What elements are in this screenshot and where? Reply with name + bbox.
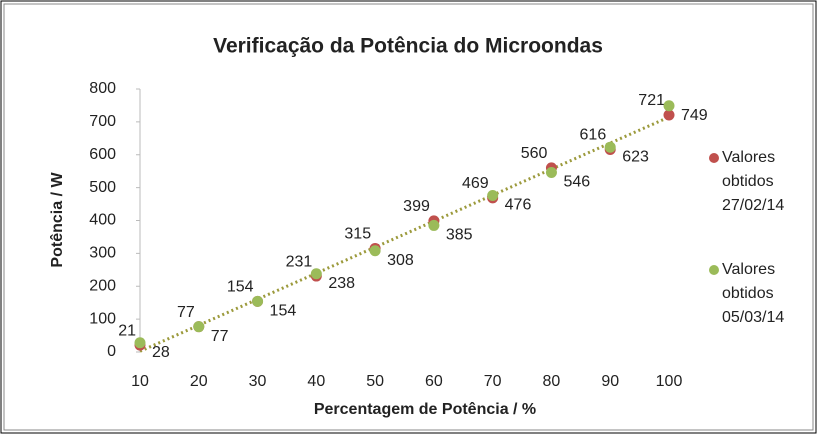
point (134, 337, 146, 349)
x-tick-label: 40 (307, 373, 325, 390)
data-label: 399 (403, 198, 430, 215)
data-label: 77 (211, 328, 229, 345)
data-label: 21 (118, 322, 136, 339)
point (369, 245, 381, 257)
data-label: 77 (177, 304, 195, 321)
data-label: 154 (270, 303, 297, 320)
point (604, 141, 616, 153)
y-tick-label: 200 (89, 277, 116, 294)
data-label: 231 (286, 253, 313, 270)
x-tick-label: 90 (601, 373, 619, 390)
point (252, 295, 264, 307)
x-tick-label: 30 (249, 373, 267, 390)
x-tick-label: 70 (484, 373, 502, 390)
y-tick-label: 0 (107, 343, 116, 360)
y-tick-label: 700 (89, 113, 116, 130)
chart-title: Verificação da Potência do Microondas (213, 35, 603, 58)
data-label: 385 (446, 227, 473, 244)
y-tick-label: 600 (89, 146, 116, 163)
point (193, 321, 205, 333)
x-axis-title: Percentagem de Potência / % (314, 401, 536, 418)
x-tick-label: 100 (656, 373, 683, 390)
y-tick-label: 300 (89, 245, 116, 262)
y-axis-title: Potência / W (49, 172, 66, 268)
data-label: 476 (505, 197, 532, 214)
y-tick-label: 800 (89, 80, 116, 97)
data-label: 154 (227, 279, 254, 296)
legend-marker (709, 153, 719, 163)
x-tick-label: 60 (425, 373, 443, 390)
data-label: 308 (387, 252, 414, 269)
y-tick-label: 400 (89, 212, 116, 229)
data-label: 469 (462, 175, 489, 192)
legend-label: Valores obtidos 05/03/14 (722, 261, 785, 326)
x-tick-label: 10 (131, 373, 149, 390)
point (663, 109, 675, 121)
x-tick-label: 50 (366, 373, 384, 390)
x-tick-label: 20 (190, 373, 208, 390)
data-label: 238 (328, 275, 355, 292)
trendline (139, 115, 670, 353)
data-label: 315 (344, 226, 371, 243)
data-label: 546 (563, 174, 590, 191)
data-label: 749 (681, 107, 708, 124)
point (310, 268, 322, 280)
y-tick-label: 500 (89, 179, 116, 196)
legend-entry: Valores obtidos 27/02/14 (722, 149, 785, 214)
point (663, 100, 675, 112)
data-label: 616 (580, 127, 607, 144)
legend-marker (709, 265, 719, 275)
point (428, 219, 440, 231)
legend-label: Valores obtidos 27/02/14 (722, 149, 785, 214)
chart-border (3, 3, 814, 431)
point (487, 190, 499, 202)
legend-entry: Valores obtidos 05/03/14 (722, 261, 785, 326)
data-label: 721 (638, 92, 665, 109)
data-label: 623 (622, 148, 649, 165)
data-label: 28 (152, 344, 170, 361)
point (545, 167, 557, 179)
y-tick-label: 100 (89, 310, 116, 327)
data-label: 560 (521, 145, 548, 162)
x-tick-label: 80 (543, 373, 561, 390)
